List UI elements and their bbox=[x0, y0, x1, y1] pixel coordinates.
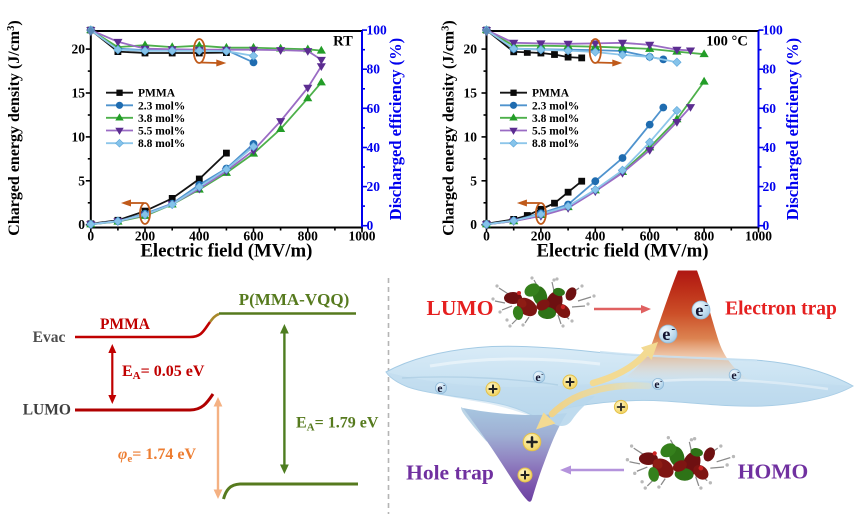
svg-text:e: e bbox=[535, 370, 540, 384]
svg-text:Hole trap: Hole trap bbox=[406, 461, 494, 485]
svg-text:e: e bbox=[654, 379, 659, 391]
svg-text:2.3 mol%: 2.3 mol% bbox=[532, 100, 579, 112]
svg-text:e: e bbox=[437, 383, 442, 395]
svg-text:100: 100 bbox=[367, 23, 388, 38]
svg-text:Discharged efficiency (%): Discharged efficiency (%) bbox=[386, 38, 405, 220]
svg-text:20: 20 bbox=[763, 179, 777, 194]
svg-text:0: 0 bbox=[470, 217, 477, 232]
svg-text:1000: 1000 bbox=[745, 228, 772, 243]
svg-text:20: 20 bbox=[367, 179, 381, 194]
svg-text:e: e bbox=[695, 300, 703, 320]
svg-text:60: 60 bbox=[367, 101, 381, 116]
svg-text:10: 10 bbox=[464, 129, 478, 144]
svg-text:Evac: Evac bbox=[33, 329, 66, 346]
svg-text:Electric field (MV/m): Electric field (MV/m) bbox=[536, 241, 708, 262]
svg-text:PMMA: PMMA bbox=[100, 316, 151, 333]
svg-text:Discharged efficiency (%): Discharged efficiency (%) bbox=[783, 38, 802, 220]
svg-text:PMMA: PMMA bbox=[532, 88, 570, 100]
svg-text:10: 10 bbox=[72, 129, 86, 144]
svg-text:P(MMA-VQQ): P(MMA-VQQ) bbox=[239, 290, 349, 309]
svg-text:400: 400 bbox=[585, 228, 606, 243]
svg-text:20: 20 bbox=[464, 42, 478, 57]
svg-text:80: 80 bbox=[367, 62, 381, 77]
svg-text:0: 0 bbox=[87, 228, 94, 243]
svg-text:Charged energy density (J/cm3): Charged energy density (J/cm3) bbox=[6, 20, 23, 235]
svg-text:80: 80 bbox=[763, 62, 777, 77]
svg-text:200: 200 bbox=[531, 228, 552, 243]
svg-text:0: 0 bbox=[483, 228, 490, 243]
svg-text:100: 100 bbox=[763, 23, 784, 38]
svg-text:100 °C: 100 °C bbox=[706, 34, 748, 50]
svg-text:400: 400 bbox=[189, 228, 210, 243]
svg-text:0: 0 bbox=[78, 217, 85, 232]
svg-text:-: - bbox=[660, 377, 663, 385]
svg-text:15: 15 bbox=[464, 86, 478, 101]
svg-text:0: 0 bbox=[763, 218, 770, 233]
svg-text:e: e bbox=[662, 324, 670, 344]
svg-text:1000: 1000 bbox=[349, 228, 376, 243]
svg-text:5: 5 bbox=[78, 173, 85, 188]
svg-text:60: 60 bbox=[763, 101, 777, 116]
svg-text:40: 40 bbox=[367, 140, 381, 155]
svg-text:0: 0 bbox=[367, 218, 374, 233]
svg-text:5: 5 bbox=[470, 173, 477, 188]
svg-text:600: 600 bbox=[243, 228, 264, 243]
svg-text:800: 800 bbox=[694, 228, 715, 243]
svg-text:RT: RT bbox=[333, 34, 353, 50]
svg-text:20: 20 bbox=[72, 42, 86, 57]
svg-text:Electric field (MV/m): Electric field (MV/m) bbox=[140, 241, 312, 262]
svg-text:-: - bbox=[541, 369, 544, 378]
svg-text:-: - bbox=[443, 381, 446, 389]
svg-text:Electron trap: Electron trap bbox=[725, 299, 837, 320]
svg-text:-: - bbox=[737, 367, 740, 376]
svg-text:EA= 1.79 eV: EA= 1.79 eV bbox=[296, 415, 379, 434]
svg-text:LUMO: LUMO bbox=[23, 402, 71, 419]
svg-text:e: e bbox=[731, 368, 736, 382]
svg-text:φe= 1.74 eV: φe= 1.74 eV bbox=[118, 446, 196, 465]
svg-text:2.3 mol%: 2.3 mol% bbox=[138, 100, 185, 112]
svg-text:Charged energy density (J/cm3): Charged energy density (J/cm3) bbox=[441, 20, 458, 235]
svg-text:-: - bbox=[671, 323, 675, 335]
svg-text:3.8 mol%: 3.8 mol% bbox=[138, 113, 185, 125]
svg-text:PMMA: PMMA bbox=[138, 88, 176, 100]
svg-text:40: 40 bbox=[763, 140, 777, 155]
svg-text:3.8 mol%: 3.8 mol% bbox=[532, 113, 579, 125]
svg-text:EA= 0.05 eV: EA= 0.05 eV bbox=[122, 363, 205, 382]
svg-text:-: - bbox=[704, 299, 708, 311]
svg-text:8.8 mol%: 8.8 mol% bbox=[532, 138, 579, 150]
svg-text:5.5 mol%: 5.5 mol% bbox=[138, 126, 185, 138]
svg-text:800: 800 bbox=[298, 228, 319, 243]
svg-text:600: 600 bbox=[640, 228, 661, 243]
svg-text:200: 200 bbox=[135, 228, 156, 243]
svg-text:HOMO: HOMO bbox=[738, 460, 808, 484]
svg-text:LUMO: LUMO bbox=[427, 296, 494, 320]
svg-text:5.5 mol%: 5.5 mol% bbox=[532, 126, 579, 138]
svg-text:15: 15 bbox=[72, 86, 86, 101]
svg-text:8.8 mol%: 8.8 mol% bbox=[138, 138, 185, 150]
